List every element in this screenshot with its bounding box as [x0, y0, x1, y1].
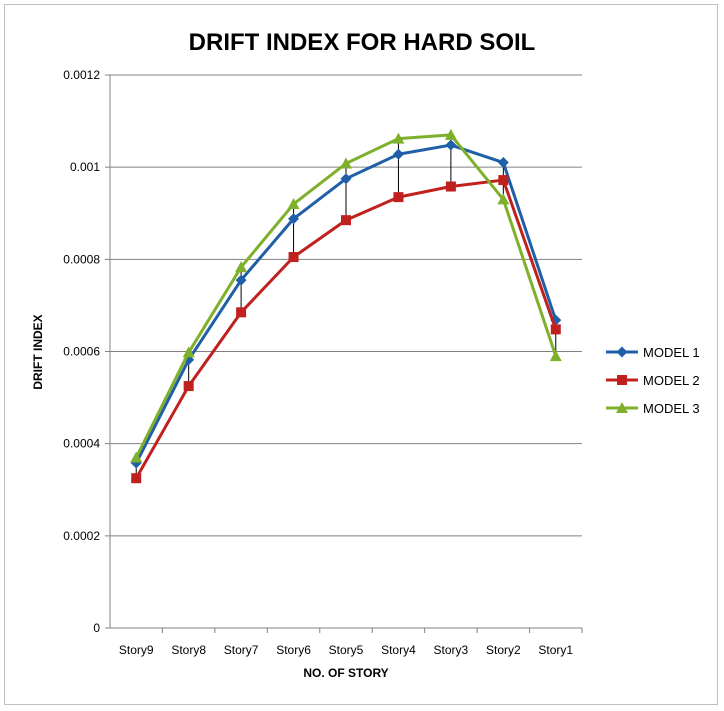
y-tick-labels: 0 0.0002 0.0004 0.0006 0.0008 0.001 0.0012 [63, 68, 100, 635]
data-point [497, 157, 509, 169]
data-point [235, 261, 248, 273]
data-point [287, 198, 300, 210]
legend-label: MODEL 1 [643, 345, 700, 360]
legend-marker [616, 402, 628, 413]
data-point [236, 307, 247, 318]
x-axis-label: NO. OF STORY [303, 666, 388, 680]
data-point [182, 346, 195, 358]
legend-label: MODEL 3 [643, 401, 700, 416]
legend: MODEL 1 MODEL 2 MODEL 3 [606, 345, 700, 416]
y-tick-label: 0.001 [70, 160, 100, 174]
data-point [444, 128, 457, 140]
chart-frame [4, 4, 718, 705]
data-point [549, 350, 562, 362]
y-tick-label: 0.0002 [63, 529, 100, 543]
data-point [288, 213, 300, 225]
x-tick-label: Story2 [486, 643, 521, 657]
data-point [498, 175, 509, 186]
x-tick-label: Story6 [276, 643, 311, 657]
y-tick-label: 0.0006 [63, 345, 100, 359]
x-tick-label: Story8 [171, 643, 206, 657]
data-point [131, 473, 142, 484]
x-tick-label: Story4 [381, 643, 416, 657]
series-3 [130, 128, 562, 463]
data-point [130, 451, 143, 463]
y-axis-label: DRIFT INDEX [31, 314, 45, 389]
y-tick-label: 0.0008 [63, 252, 100, 266]
data-point [288, 252, 299, 263]
legend-item: MODEL 2 [606, 373, 700, 388]
series-2 [131, 175, 561, 484]
y-tick-label: 0 [93, 621, 100, 635]
gridlines [105, 74, 582, 629]
x-tick-label: Story9 [119, 643, 154, 657]
y-tick-label: 0.0004 [63, 437, 100, 451]
series-group [130, 128, 562, 484]
legend-item: MODEL 1 [606, 345, 700, 360]
data-point [392, 132, 405, 144]
legend-item: MODEL 3 [606, 401, 700, 416]
y-tick-label: 0.0012 [63, 68, 100, 82]
legend-marker [617, 375, 627, 385]
data-point [497, 193, 510, 205]
data-point [445, 181, 456, 192]
x-tick-label: Story3 [434, 643, 469, 657]
data-point [393, 192, 404, 203]
x-tick-labels: Story9 Story8 Story7 Story6 Story5 Story4 Stor… [119, 628, 583, 657]
x-tick-label: Story1 [538, 643, 573, 657]
data-point [392, 148, 404, 160]
legend-label: MODEL 2 [643, 373, 700, 388]
data-point [183, 381, 194, 392]
data-point [550, 324, 561, 335]
data-point [340, 173, 352, 185]
x-tick-label: Story7 [224, 643, 259, 657]
chart-title: DRIFT INDEX FOR HARD SOIL [189, 29, 536, 56]
data-point [445, 139, 457, 151]
legend-marker [616, 346, 628, 358]
data-point [341, 215, 351, 226]
data-point [340, 157, 352, 169]
data-point [235, 274, 247, 286]
x-tick-label: Story5 [329, 643, 364, 657]
